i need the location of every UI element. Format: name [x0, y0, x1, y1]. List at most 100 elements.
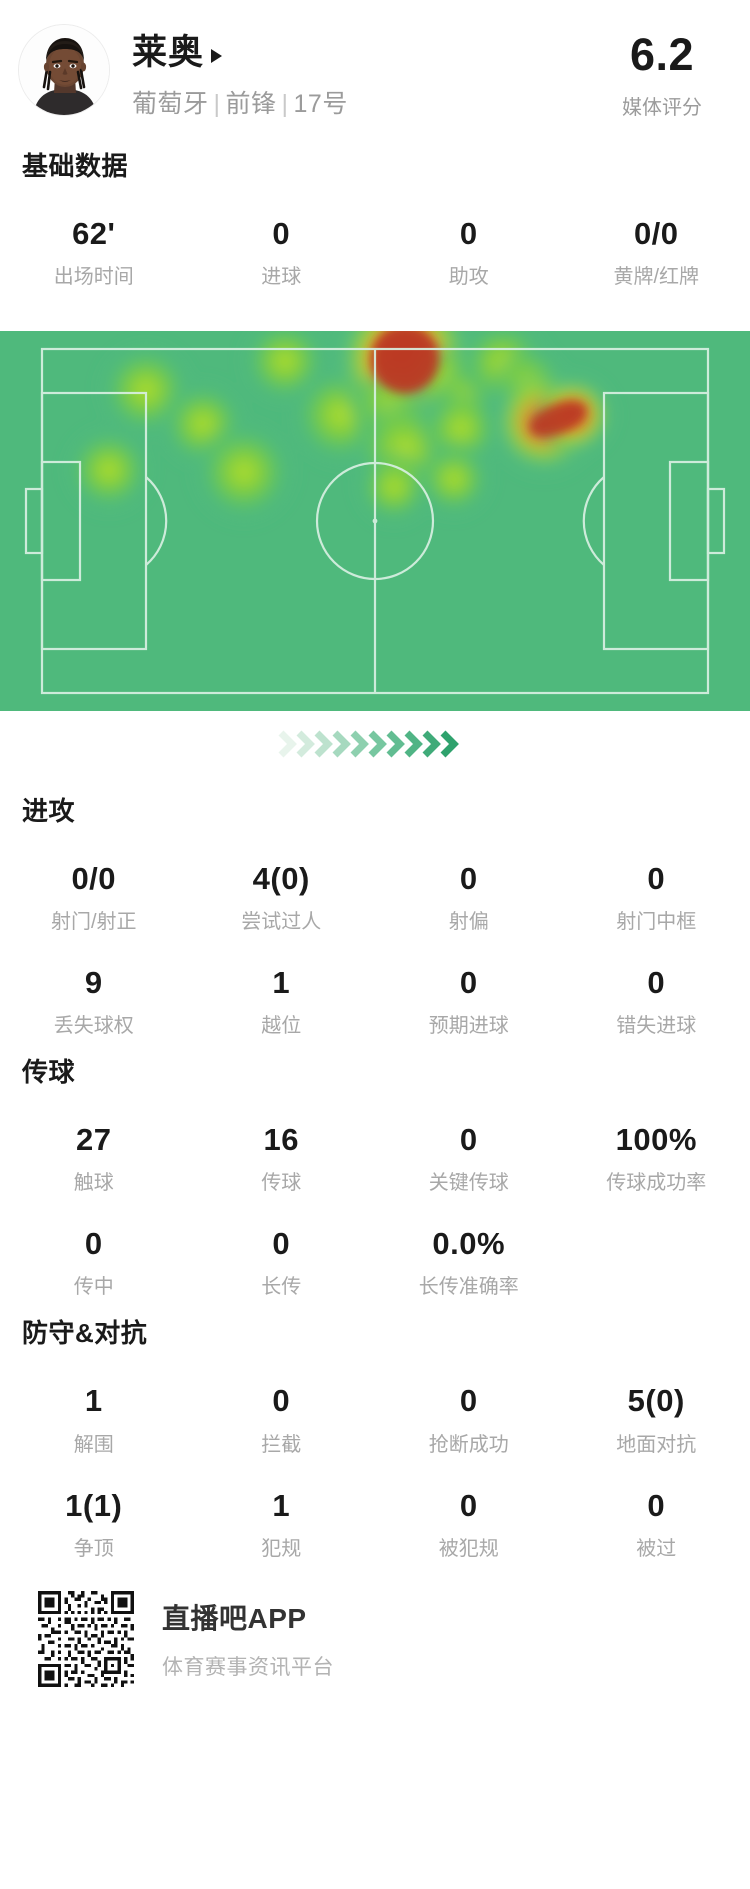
stat-label: 黄牌/红牌: [613, 266, 700, 289]
stat-clearances: 1 解围: [0, 1384, 188, 1456]
stat-expected-goals: 0 预期进球: [375, 966, 563, 1038]
stat-interceptions: 0 拦截: [188, 1384, 376, 1456]
stat-label: 长传准确率: [418, 1276, 519, 1299]
stat-value: 0: [84, 1226, 103, 1262]
stat-value: 0: [272, 1383, 291, 1419]
stat-pass-accuracy: 100% 传球成功率: [563, 1123, 750, 1195]
stat-label: 关键传球: [428, 1172, 509, 1195]
stat-label: 传中: [73, 1276, 114, 1299]
stat-value: 16: [263, 1122, 299, 1158]
qr-code[interactable]: [38, 1590, 134, 1687]
stat-value: 1: [272, 1487, 291, 1523]
stat-shots-off-target: 0 射偏: [375, 861, 563, 934]
section-title-basic: 基础数据: [22, 151, 129, 181]
stat-row-attack-1: 0/0 射门/射正 4(0) 尝试过人 0 射偏 0 射门中框: [0, 861, 750, 934]
stat-value: 9: [84, 965, 103, 1001]
stat-value: 1: [272, 965, 291, 1001]
chevron-right-icon[interactable]: [211, 49, 223, 64]
stat-crosses: 0 传中: [0, 1227, 188, 1299]
stat-label: 抢断成功: [428, 1433, 509, 1456]
stat-label: 地面对抗: [616, 1433, 697, 1456]
stat-value: 0: [459, 1122, 478, 1158]
stat-row-attack-2: 9 丢失球权 1 越位 0 预期进球 0 错失进球: [0, 966, 750, 1038]
pitch-graphic: [0, 331, 750, 712]
stat-row-defense-2: 1(1) 争顶 1 犯规 0 被犯规 0 被过: [0, 1487, 750, 1561]
player-identity: 莱奥 葡萄牙 | 前锋 | 17号: [132, 18, 602, 120]
player-meta: 葡萄牙 | 前锋 | 17号: [132, 84, 602, 120]
stat-value: 0: [272, 1226, 291, 1262]
stat-long-ball-accuracy: 0.0% 长传准确率: [375, 1227, 563, 1299]
stat-long-balls: 0 长传: [188, 1227, 376, 1299]
stat-value: 0: [459, 861, 478, 897]
meta-separator-2: |: [281, 89, 289, 118]
stat-value: 0: [459, 965, 478, 1001]
stat-aerial-duels: 1(1) 争顶: [0, 1487, 188, 1561]
chevron-right-arrows-icon: [278, 730, 459, 758]
player-header: 莱奥 葡萄牙 | 前锋 | 17号 6.2 媒体评分: [0, 0, 750, 128]
stat-label: 传球: [261, 1172, 302, 1195]
stat-row-defense-1: 1 解围 0 拦截 0 抢断成功 5(0) 地面对抗: [0, 1384, 750, 1456]
stat-value: 0/0: [633, 216, 679, 251]
stat-label: 长传: [261, 1276, 302, 1299]
stat-value: 0/0: [71, 861, 117, 897]
player-shirt-number: 17号: [293, 89, 348, 118]
stat-label: 射偏: [448, 911, 489, 934]
stat-value: 0: [647, 861, 666, 897]
stat-value: 62': [72, 216, 116, 251]
pitch-lines: [24, 347, 726, 695]
stat-row-passing-1: 27 触球 16 传球 0 关键传球 100% 传球成功率: [0, 1123, 750, 1195]
meta-separator-1: |: [213, 89, 221, 118]
player-name-row[interactable]: 莱奥: [132, 33, 602, 73]
stat-label: 拦截: [261, 1433, 302, 1456]
stat-label: 触球: [73, 1172, 114, 1195]
stat-label: 解围: [73, 1433, 114, 1456]
stat-label: 尝试过人: [241, 911, 322, 934]
stat-label: 助攻: [448, 266, 489, 289]
stat-value: 0: [459, 1383, 478, 1419]
stat-offsides: 1 越位: [188, 966, 376, 1038]
stat-value: 0: [647, 1487, 666, 1523]
stat-label: 射门/射正: [50, 911, 137, 934]
stat-value: 0: [459, 1487, 478, 1523]
section-title-passing: 传球: [22, 1057, 76, 1088]
stat-value: 0: [647, 965, 666, 1001]
stat-value: 4(0): [252, 861, 310, 897]
stat-goals: 0 进球: [188, 216, 376, 289]
stat-value: 0: [272, 216, 291, 251]
stat-fouls-committed: 1 犯规: [188, 1487, 376, 1561]
stat-value: 0: [459, 216, 478, 251]
stat-label: 越位: [261, 1015, 302, 1038]
stat-key-passes: 0 关键传球: [375, 1123, 563, 1195]
player-nationality: 葡萄牙: [132, 89, 209, 118]
stat-touches: 27 触球: [0, 1123, 188, 1195]
stat-passing-empty: [563, 1227, 750, 1299]
stat-dribbles-attempted: 4(0) 尝试过人: [188, 861, 376, 934]
media-rating: 6.2 媒体评分: [602, 18, 722, 120]
stat-label: 出场时间: [53, 266, 134, 289]
rating-label: 媒体评分: [622, 97, 702, 119]
stat-label: 传球成功率: [606, 1172, 707, 1195]
pitch-svg: [0, 331, 750, 712]
avatar[interactable]: [18, 24, 110, 116]
heatmap[interactable]: [0, 331, 750, 712]
page-title: 莱奥: [132, 33, 205, 72]
stat-big-chances-missed: 0 错失进球: [563, 966, 750, 1038]
rating-value: 6.2: [629, 29, 695, 80]
section-title-attack: 进攻: [22, 796, 76, 827]
player-photo-icon: [19, 25, 109, 115]
stat-label: 被过: [636, 1537, 677, 1560]
stat-possession-lost: 9 丢失球权: [0, 966, 188, 1038]
stat-value: 5(0): [627, 1383, 685, 1419]
stat-tackles-won: 0 抢断成功: [375, 1384, 563, 1456]
stat-label: 错失进球: [616, 1015, 697, 1038]
stat-value: 1(1): [65, 1487, 123, 1523]
stat-shots-on-target: 0/0 射门/射正: [0, 861, 188, 934]
footer: 直播吧APP 体育赛事资讯平台: [0, 1561, 750, 1687]
player-position: 前锋: [225, 89, 277, 118]
stat-minutes-played: 62' 出场时间: [0, 216, 188, 289]
footer-text: 直播吧APP 体育赛事资讯平台: [162, 1597, 334, 1681]
stat-value: 0.0%: [432, 1226, 506, 1262]
stat-dribbled-past: 0 被过: [563, 1487, 750, 1561]
stat-label: 预期进球: [428, 1015, 509, 1038]
